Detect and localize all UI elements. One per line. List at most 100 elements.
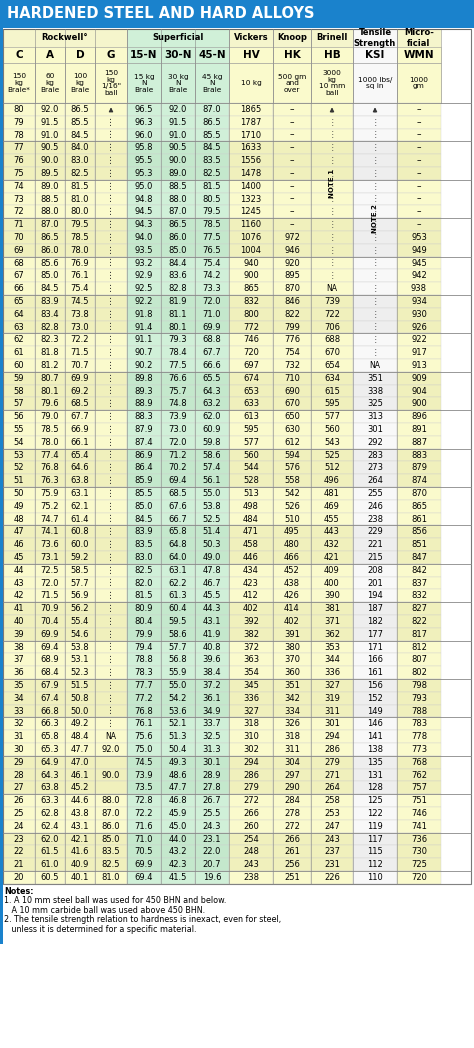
Text: 248: 248 xyxy=(243,847,259,856)
Text: 86.0: 86.0 xyxy=(41,245,59,255)
Bar xyxy=(353,846,397,858)
Text: ⋮: ⋮ xyxy=(107,655,116,664)
Text: 53.8: 53.8 xyxy=(203,502,221,510)
Text: 496: 496 xyxy=(324,476,340,485)
Bar xyxy=(35,718,65,730)
Text: 74.5: 74.5 xyxy=(71,297,89,306)
Text: 85.0: 85.0 xyxy=(169,245,187,255)
Bar xyxy=(3,29,127,103)
Text: 46: 46 xyxy=(14,540,24,549)
Text: 290: 290 xyxy=(284,783,300,792)
Bar xyxy=(3,423,35,436)
Bar xyxy=(65,640,95,653)
Bar xyxy=(127,397,161,410)
Text: 318: 318 xyxy=(243,719,259,728)
Bar xyxy=(3,167,35,180)
Bar xyxy=(95,551,127,564)
Bar xyxy=(397,653,441,667)
Text: NA: NA xyxy=(106,733,117,741)
Text: 62.1: 62.1 xyxy=(71,502,89,510)
Bar xyxy=(195,653,229,667)
Text: ⋮: ⋮ xyxy=(107,348,116,357)
Text: 807: 807 xyxy=(411,655,427,664)
Text: 41.6: 41.6 xyxy=(71,847,89,856)
Text: 85.5: 85.5 xyxy=(71,117,89,127)
Bar xyxy=(353,512,397,525)
Text: 788: 788 xyxy=(411,706,427,716)
Text: ⋮: ⋮ xyxy=(371,220,379,230)
Bar xyxy=(35,308,65,321)
Text: 926: 926 xyxy=(411,323,427,331)
Bar xyxy=(65,372,95,385)
Text: 88.0: 88.0 xyxy=(41,208,59,216)
Text: 318: 318 xyxy=(284,733,300,741)
Text: 412: 412 xyxy=(243,591,259,601)
Bar xyxy=(127,103,161,115)
Text: 92.0: 92.0 xyxy=(102,745,120,754)
Bar xyxy=(127,871,161,883)
Bar xyxy=(273,628,311,640)
Bar xyxy=(195,871,229,883)
Bar xyxy=(161,692,195,704)
Bar xyxy=(273,832,311,846)
Text: HARDENED STEEL AND HARD ALLOYS: HARDENED STEEL AND HARD ALLOYS xyxy=(7,6,315,22)
Bar xyxy=(229,539,273,551)
Text: 67.9: 67.9 xyxy=(41,681,59,690)
Bar xyxy=(273,679,311,692)
Bar xyxy=(397,346,441,359)
Bar xyxy=(127,308,161,321)
Text: ⋮: ⋮ xyxy=(371,144,379,152)
Text: 654: 654 xyxy=(324,361,340,370)
Bar xyxy=(3,718,35,730)
Bar xyxy=(35,807,65,820)
Bar xyxy=(3,282,35,294)
Text: 64.8: 64.8 xyxy=(169,540,187,549)
Bar xyxy=(397,205,441,218)
Bar xyxy=(353,820,397,832)
Bar xyxy=(65,858,95,871)
Bar xyxy=(229,603,273,615)
Bar xyxy=(3,667,35,679)
Bar xyxy=(161,385,195,397)
Bar xyxy=(311,820,353,832)
Text: ⋮: ⋮ xyxy=(328,195,336,203)
Bar xyxy=(311,308,353,321)
Text: 86.4: 86.4 xyxy=(135,463,153,473)
Text: 73.3: 73.3 xyxy=(202,284,221,293)
Bar xyxy=(3,372,35,385)
Text: 238: 238 xyxy=(367,515,383,524)
Text: 88.5: 88.5 xyxy=(41,195,59,203)
Bar xyxy=(397,692,441,704)
Text: ⋮: ⋮ xyxy=(371,195,379,203)
Text: –: – xyxy=(290,169,294,178)
Text: 45.2: 45.2 xyxy=(71,783,89,792)
Bar xyxy=(353,667,397,679)
Bar xyxy=(95,794,127,807)
Text: 72.8: 72.8 xyxy=(135,796,153,805)
Text: 751: 751 xyxy=(411,796,427,805)
Bar xyxy=(229,628,273,640)
Bar xyxy=(397,244,441,257)
Bar xyxy=(229,794,273,807)
Text: 149: 149 xyxy=(367,706,383,716)
Bar xyxy=(273,63,311,103)
Text: 76: 76 xyxy=(14,156,24,166)
Bar xyxy=(65,474,95,487)
Text: 27.8: 27.8 xyxy=(203,783,221,792)
Text: 283: 283 xyxy=(367,451,383,459)
Bar xyxy=(65,628,95,640)
Bar xyxy=(195,820,229,832)
Text: 55.4: 55.4 xyxy=(71,617,89,626)
Text: 304: 304 xyxy=(284,758,300,767)
Bar xyxy=(127,359,161,372)
Text: 256: 256 xyxy=(284,860,300,869)
Text: 363: 363 xyxy=(243,655,259,664)
Bar xyxy=(161,167,195,180)
Text: 226: 226 xyxy=(324,873,340,882)
Text: 544: 544 xyxy=(243,463,259,473)
Bar xyxy=(229,193,273,205)
Text: 141: 141 xyxy=(367,733,383,741)
Bar xyxy=(353,308,397,321)
Bar xyxy=(3,180,35,193)
Bar xyxy=(35,47,65,63)
